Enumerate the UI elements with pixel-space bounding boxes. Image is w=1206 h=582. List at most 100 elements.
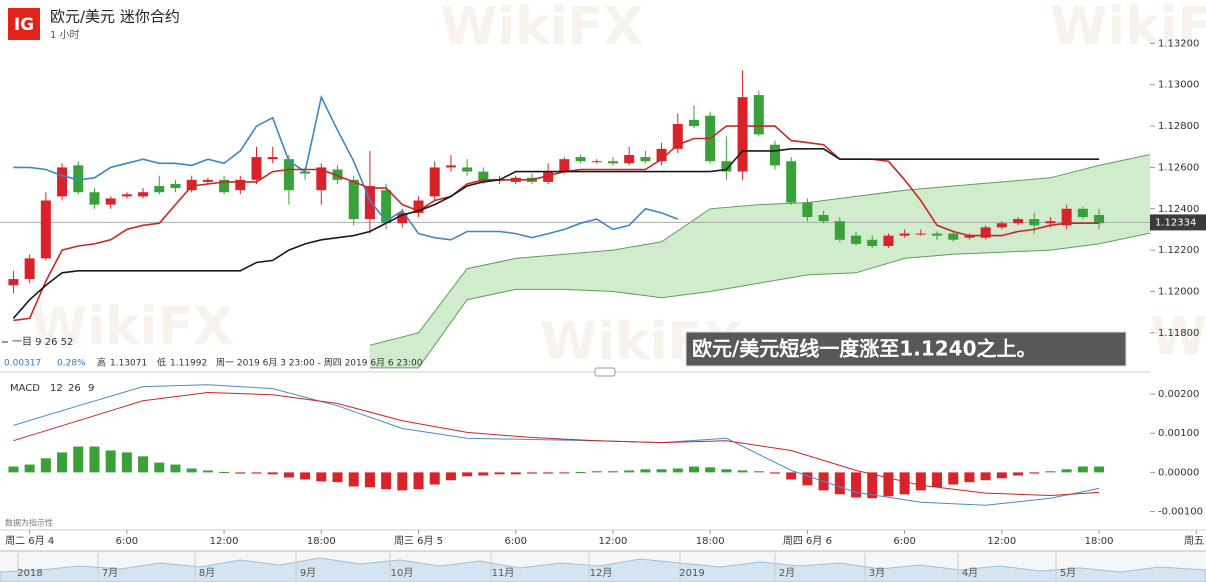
cloud-edge <box>369 232 1150 369</box>
disclaimer: 数据为指示性 <box>5 518 53 528</box>
candle-body <box>607 161 618 164</box>
navigator-area <box>0 557 1206 582</box>
macd-bar <box>688 466 699 473</box>
candle-body <box>1061 208 1072 226</box>
navigator-label: 5月 <box>1060 567 1076 579</box>
macd-bar <box>332 472 343 483</box>
macd-bar <box>89 446 100 473</box>
indicator-line <box>13 94 679 241</box>
navigator-label: 4月 <box>962 567 978 579</box>
x-tick-label: 12:00 <box>210 536 239 547</box>
candle-body <box>170 183 181 189</box>
macd-bar <box>526 472 537 474</box>
candle-body <box>980 227 991 238</box>
candle-body <box>964 235 975 238</box>
y-tick-label: 0.00100 <box>1158 428 1199 439</box>
candle-body <box>121 194 132 197</box>
macd-bar <box>267 472 278 475</box>
candle-body <box>429 167 440 197</box>
macd-bar <box>445 472 456 481</box>
macd-bar <box>851 472 862 498</box>
low: 1.11992 <box>170 359 207 369</box>
x-tick-label: 12:00 <box>987 536 1016 547</box>
candle-body <box>462 167 473 172</box>
main-plot <box>0 70 1150 369</box>
macd-line <box>13 384 1100 506</box>
macd-param: 26 <box>68 383 81 394</box>
macd-bar <box>786 472 797 480</box>
y-tick-label: 1.11800 <box>1158 328 1199 339</box>
x-tick-label: 12:00 <box>599 536 628 547</box>
candle-body <box>267 157 278 160</box>
macd-bar <box>769 472 780 474</box>
candle-body <box>138 192 149 197</box>
macd-line <box>13 391 1100 497</box>
y-tick-label: 1.12600 <box>1158 162 1199 173</box>
navigator-label: 2月 <box>779 567 795 579</box>
candle-body <box>996 223 1007 228</box>
candle-body <box>721 161 732 172</box>
indicator-line <box>12 148 1100 319</box>
indicator-line <box>13 125 1100 322</box>
macd-bar <box>867 472 878 499</box>
macd-bar <box>494 472 505 475</box>
macd-bar <box>251 472 262 474</box>
macd-bar <box>559 472 570 474</box>
resize-handle[interactable] <box>594 367 616 377</box>
last-price-box <box>1150 214 1206 231</box>
candle-body <box>89 192 100 205</box>
macd-bar <box>462 472 473 477</box>
macd-bar <box>575 471 586 473</box>
candle-body <box>656 148 667 162</box>
macd-bar <box>105 450 116 473</box>
macd-bar <box>1013 472 1024 476</box>
macd-bar <box>364 472 375 488</box>
macd-bar <box>1094 466 1105 473</box>
x-tick-label: 18:00 <box>696 536 725 547</box>
candle-body <box>834 221 845 240</box>
macd-bar <box>429 472 440 485</box>
annotation-box <box>685 331 1127 367</box>
macd-title: MACD <box>10 383 40 394</box>
cloud-fill <box>369 154 1150 368</box>
y-tick-label: 1.12200 <box>1158 245 1199 256</box>
macd-bar <box>300 472 311 480</box>
candle-body <box>332 169 343 180</box>
macd-bar <box>802 472 813 486</box>
candle-body <box>948 233 959 240</box>
x-tick-label: 18:00 <box>307 536 336 547</box>
candle-body <box>867 239 878 246</box>
y-tick-label: 1.12000 <box>1158 286 1199 297</box>
candle-body <box>737 97 748 172</box>
change: 0.00317 <box>4 359 41 369</box>
candle-body <box>219 179 230 193</box>
macd-bar <box>883 472 894 497</box>
interval: 1 小时 <box>50 29 80 41</box>
navigator-label: 7月 <box>102 567 118 579</box>
macd-bar <box>964 472 975 483</box>
macd-param: 12 <box>50 383 63 394</box>
candle-body <box>591 161 602 163</box>
candle-body <box>154 186 165 193</box>
macd-bar <box>316 472 327 482</box>
y-tick-label: 0.00200 <box>1158 389 1199 400</box>
macd-bar <box>737 470 748 473</box>
macd-bar <box>413 472 424 490</box>
macd-bar <box>672 468 683 473</box>
macd-bar <box>73 446 84 473</box>
candle-body <box>915 233 926 235</box>
y-tick-label: 1.13200 <box>1158 38 1199 49</box>
candle-body <box>381 190 392 224</box>
y-tick-label: -0.00100 <box>1158 507 1203 518</box>
candle-body <box>40 200 51 259</box>
candle-body <box>640 157 651 162</box>
last-price-label: 1.12334 <box>1155 217 1196 228</box>
macd-bar <box>170 464 181 473</box>
candle-body <box>932 233 943 236</box>
macd-bar <box>24 464 35 473</box>
candle-body <box>688 119 699 127</box>
navigator-label: 2018 <box>17 568 42 579</box>
candle-body <box>202 179 213 182</box>
candle-body <box>24 258 35 280</box>
